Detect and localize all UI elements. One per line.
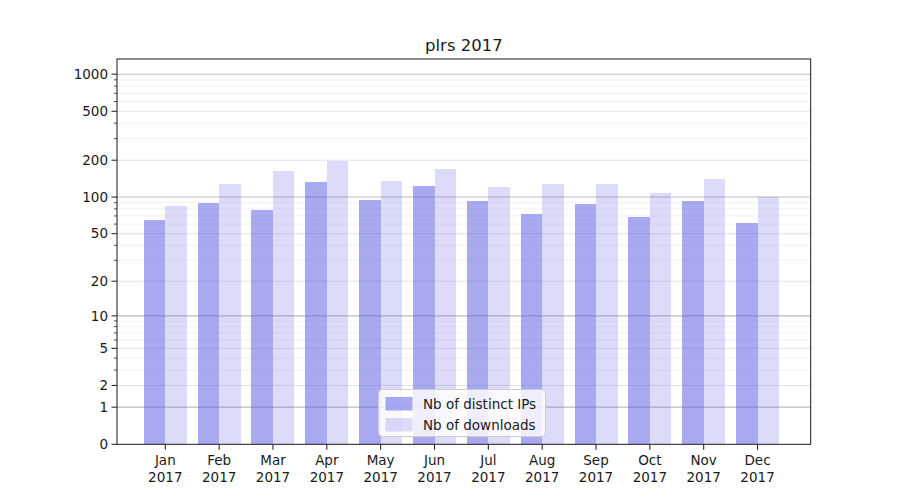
legend-label-downloads: Nb of downloads (423, 417, 536, 433)
x-tick-label-month: Feb (207, 452, 231, 468)
legend-swatch-distinct-ips (386, 397, 413, 411)
y-tick-label-10: 10 (91, 308, 108, 324)
x-tick-label-month: Sep (583, 452, 608, 468)
bar-mar-distinct-ips (251, 210, 272, 444)
bar-chart-canvas: 01251020501002005001000Jan2017Feb2017Mar… (0, 0, 900, 500)
x-tick-label-year: 2017 (740, 469, 774, 485)
y-tick-label-200: 200 (82, 152, 108, 168)
y-tick-label-1: 1 (99, 399, 108, 415)
x-tick-label-month: Jul (479, 452, 496, 468)
x-tick-label-year: 2017 (633, 469, 667, 485)
bar-mar-downloads (273, 171, 295, 444)
bar-sep-downloads (596, 184, 618, 444)
bar-may-distinct-ips (359, 200, 381, 445)
x-tick-label-year: 2017 (256, 469, 290, 485)
x-tick-label-year: 2017 (687, 469, 721, 485)
bar-sep-distinct-ips (575, 204, 597, 444)
y-tick-label-1000: 1000 (74, 66, 108, 82)
x-tick-label-month: May (367, 452, 395, 468)
x-tick-label-month: Jun (423, 452, 445, 468)
legend-label-distinct-ips: Nb of distinct IPs (423, 396, 536, 412)
y-tick-label-5: 5 (99, 340, 108, 356)
chart-title: plrs 2017 (425, 36, 503, 55)
x-tick-label-year: 2017 (525, 469, 559, 485)
legend-swatch-downloads (386, 418, 413, 432)
x-tick-label-year: 2017 (579, 469, 613, 485)
bar-dec-distinct-ips (736, 223, 758, 444)
x-tick-label-year: 2017 (417, 469, 451, 485)
chart-figure: 01251020501002005001000Jan2017Feb2017Mar… (0, 0, 900, 500)
y-tick-label-500: 500 (82, 103, 108, 119)
x-tick-label-year: 2017 (310, 469, 344, 485)
x-tick-label-month: Mar (260, 452, 286, 468)
bar-dec-downloads (758, 197, 780, 444)
bar-nov-downloads (704, 179, 726, 444)
bar-oct-downloads (650, 193, 672, 444)
bar-jan-distinct-ips (144, 220, 166, 444)
y-tick-label-100: 100 (82, 189, 108, 205)
y-tick-label-0: 0 (99, 436, 108, 452)
bar-nov-distinct-ips (682, 201, 704, 444)
x-tick-label-month: Nov (691, 452, 717, 468)
y-tick-label-2: 2 (99, 377, 108, 393)
bar-apr-downloads (327, 161, 349, 444)
bar-oct-distinct-ips (628, 217, 650, 444)
x-tick-label-month: Jan (154, 452, 176, 468)
bar-feb-downloads (219, 184, 241, 444)
x-tick-label-year: 2017 (202, 469, 236, 485)
y-tick-label-50: 50 (91, 225, 108, 241)
x-tick-label-month: Dec (744, 452, 770, 468)
x-tick-label-year: 2017 (471, 469, 505, 485)
legend: Nb of distinct IPs Nb of downloads (379, 390, 546, 437)
bar-jan-downloads (165, 206, 187, 444)
x-tick-label-month: Aug (529, 452, 555, 468)
bar-apr-distinct-ips (305, 182, 327, 444)
y-tick-label-20: 20 (91, 273, 108, 289)
x-tick-label-month: Apr (315, 452, 339, 468)
x-tick-label-year: 2017 (363, 469, 397, 485)
bar-feb-distinct-ips (198, 203, 220, 445)
x-tick-label-month: Oct (638, 452, 661, 468)
x-tick-label-year: 2017 (148, 469, 182, 485)
